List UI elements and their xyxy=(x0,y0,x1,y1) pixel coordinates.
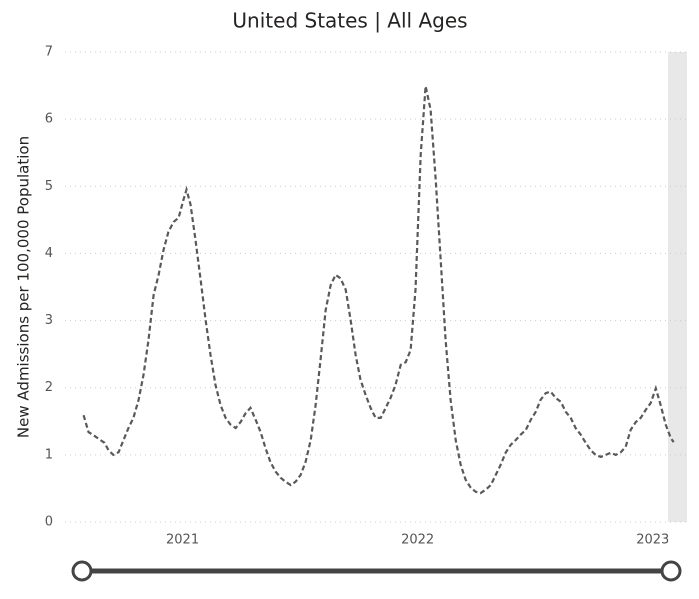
x-tick-label: 2022 xyxy=(401,533,434,548)
slider-handle[interactable] xyxy=(71,560,93,582)
x-tick-label: 2023 xyxy=(636,533,669,548)
incomplete-shade xyxy=(668,52,687,522)
y-tick-label: 2 xyxy=(45,380,53,395)
y-tick-label: 3 xyxy=(45,313,53,328)
range-slider[interactable] xyxy=(71,560,682,582)
y-tick-label: 0 xyxy=(45,515,53,530)
y-tick-label: 6 xyxy=(45,112,53,127)
y-axis-label: New Admissions per 100,000 Population xyxy=(15,136,33,438)
data-line xyxy=(82,85,675,495)
y-tick-label: 1 xyxy=(45,447,53,462)
y-tick-label: 5 xyxy=(45,179,53,194)
chart-title: United States | All Ages xyxy=(232,9,467,33)
x-tick-label: 2021 xyxy=(166,533,199,548)
slider-handle[interactable] xyxy=(660,560,682,582)
y-tick-label: 4 xyxy=(45,246,53,261)
y-tick-label: 7 xyxy=(45,45,53,60)
